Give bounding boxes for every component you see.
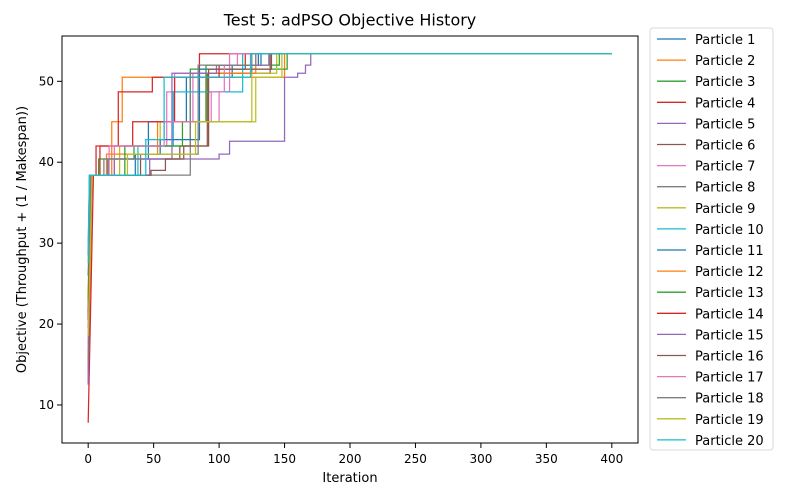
legend-label-particle-11: Particle 11: [695, 244, 764, 259]
x-tick-label-1: 0: [84, 452, 92, 466]
y-tick-label-1: 10: [39, 398, 54, 412]
legend-label-particle-9: Particle 9: [695, 202, 755, 217]
legend-label-particle-19: Particle 19: [695, 413, 764, 428]
x-tick-label-2: 50: [146, 452, 161, 466]
x-tick-label-6: 250: [404, 452, 427, 466]
legend-label-particle-15: Particle 15: [695, 328, 764, 343]
legend-label-particle-1: Particle 1: [695, 33, 755, 48]
series-line-particle-16: [87, 53, 612, 329]
legend-label-particle-18: Particle 18: [695, 392, 764, 407]
legend-label-particle-10: Particle 10: [695, 223, 764, 238]
legend-label-particle-2: Particle 2: [695, 54, 755, 69]
axes-group: 0 50 100 150 200 250 300 350 400 10 20 30 40 50: [39, 35, 639, 466]
legend-box: [649, 27, 774, 451]
y-tick-label-4: 40: [39, 155, 54, 169]
x-tick-label-9: 400: [600, 452, 623, 466]
x-tick-label-4: 150: [273, 452, 296, 466]
legend-label-particle-5: Particle 5: [695, 117, 755, 132]
legend-label-particle-8: Particle 8: [695, 181, 755, 196]
series-line-particle-5: [87, 53, 612, 385]
x-tick-label-5: 200: [339, 452, 362, 466]
x-axis-label: Iteration: [322, 471, 377, 486]
x-tick-label-8: 350: [535, 452, 558, 466]
y-tick-label-2: 20: [39, 317, 54, 331]
legend-label-particle-16: Particle 16: [695, 350, 764, 365]
x-tick-label-7: 300: [469, 452, 492, 466]
legend-label-particle-4: Particle 4: [695, 96, 755, 111]
legend-label-particle-3: Particle 3: [695, 75, 755, 90]
legend-label-particle-12: Particle 12: [695, 265, 764, 280]
legend-group: Particle 1 Particle 2 Particle 3 Particle 4…: [649, 27, 774, 451]
legend-label-particle-6: Particle 6: [695, 139, 755, 154]
x-tick-label-3: 100: [208, 452, 231, 466]
legend-label-particle-13: Particle 13: [695, 286, 764, 301]
legend-label-particle-7: Particle 7: [695, 160, 755, 175]
legend-label-particle-17: Particle 17: [695, 371, 764, 386]
y-axis-label: Objective (Throughput + (1 / Makespan)): [15, 106, 30, 373]
plot-area-group: [62, 36, 638, 443]
y-tick-label-3: 30: [39, 236, 54, 250]
legend-label-particle-14: Particle 14: [695, 307, 764, 322]
legend-label-particle-20: Particle 20: [695, 434, 764, 449]
series-line-particle-20: [87, 53, 612, 264]
plot-background: [62, 36, 638, 443]
y-tick-label-5: 50: [39, 74, 54, 88]
series-group: [87, 53, 612, 423]
chart-title: Test 5: adPSO Objective History: [223, 11, 477, 30]
